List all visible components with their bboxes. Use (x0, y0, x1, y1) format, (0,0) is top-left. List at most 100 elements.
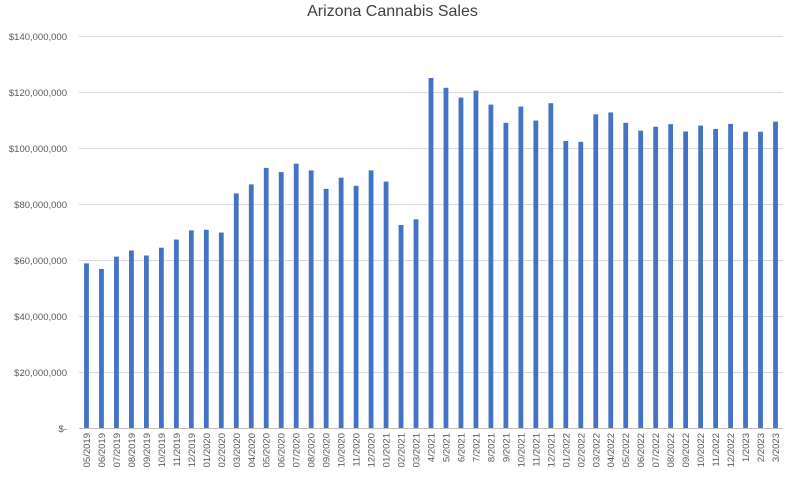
x-tick-label: 04/2020 (247, 433, 258, 467)
bar (728, 123, 733, 429)
x-tick-label: 10/2019 (157, 433, 168, 467)
x-tick-label: 01/2022 (561, 433, 572, 467)
x-tick-label: 05/2019 (82, 433, 93, 467)
bar (578, 141, 584, 428)
x-tick-label: 03/2021 (412, 433, 423, 467)
bar (698, 125, 704, 428)
bar (338, 177, 344, 428)
bar (398, 225, 404, 428)
bar (129, 250, 134, 428)
y-tick-label: $120,000,000 (9, 88, 67, 99)
x-tick-label: 7/2021 (471, 433, 482, 462)
y-tick-label: $60,000,000 (14, 256, 67, 267)
bar (518, 106, 524, 428)
x-tick-label: 08/2020 (307, 433, 318, 467)
bar (203, 229, 209, 428)
y-tick-label: $- (59, 424, 67, 435)
x-tick-label: 06/2020 (277, 433, 288, 467)
x-tick-label: 02/2021 (397, 433, 408, 467)
bar (623, 122, 629, 429)
bar (353, 185, 359, 428)
bar (173, 239, 179, 428)
y-tick-label: $140,000,000 (9, 32, 67, 43)
x-tick-label: 8/2021 (486, 433, 497, 462)
x-tick-label: 2/2023 (756, 433, 767, 462)
x-tick-label: 02/2020 (217, 433, 228, 467)
x-tick-label: 10/2021 (516, 433, 527, 467)
bar (323, 188, 329, 428)
x-tick-label: 06/2019 (97, 433, 108, 467)
bar (773, 121, 778, 429)
x-tick-label: 3/2023 (771, 433, 782, 462)
bar (293, 163, 299, 428)
x-tick-label: 07/2019 (112, 433, 123, 467)
x-tick-label: 11/2020 (352, 433, 363, 467)
bar (683, 131, 689, 429)
bar (668, 124, 674, 428)
bar (758, 131, 763, 428)
bar (713, 128, 718, 428)
x-tick-label: 12/2020 (367, 433, 378, 467)
bar (428, 78, 434, 428)
bar (563, 141, 569, 428)
x-tick-label: 05/2022 (621, 433, 632, 467)
bar (233, 193, 239, 428)
y-tick-label: $40,000,000 (14, 312, 67, 323)
x-tick-label: 10/2022 (696, 433, 707, 467)
bar (114, 256, 119, 428)
bar (653, 126, 659, 428)
bar (218, 232, 224, 428)
bar (488, 104, 494, 428)
x-tick-label: 09/2020 (322, 433, 333, 467)
x-tick-label: 12/2019 (187, 433, 198, 467)
bar (99, 268, 104, 428)
x-tick-label: 11/2021 (531, 433, 542, 467)
y-tick-label: $20,000,000 (14, 368, 67, 379)
bar (458, 97, 464, 428)
bar (473, 90, 479, 428)
bar (743, 131, 748, 428)
bar (443, 87, 449, 429)
x-tick-label: 10/2020 (337, 433, 348, 467)
bar (368, 170, 374, 428)
bar (608, 112, 614, 428)
x-tick-label: 11/2022 (711, 433, 722, 467)
y-tick-label: $80,000,000 (14, 200, 67, 211)
x-tick-label: 08/2022 (666, 433, 677, 467)
x-tick-label: 01/2021 (382, 433, 393, 467)
x-tick-label: 12/2021 (546, 433, 557, 467)
x-tick-label: 4/2021 (427, 433, 438, 462)
y-tick-label: $100,000,000 (9, 144, 67, 155)
bar (638, 130, 644, 428)
x-tick-label: 02/2022 (576, 433, 587, 467)
x-tick-label: 07/2020 (292, 433, 303, 467)
bar (278, 172, 284, 428)
bar (503, 122, 509, 429)
bar (548, 103, 554, 428)
bar (188, 230, 194, 428)
bar (533, 120, 539, 428)
chart-title: Arizona Cannabis Sales (307, 3, 478, 20)
x-tick-label: 06/2022 (636, 433, 647, 467)
x-tick-label: 01/2020 (202, 433, 213, 467)
x-tick-label: 07/2022 (651, 433, 662, 467)
x-tick-label: 5/2021 (441, 433, 452, 462)
bar (84, 263, 89, 428)
bar (308, 170, 314, 428)
bar (158, 247, 164, 428)
x-tick-label: 09/2019 (142, 433, 153, 467)
bar (413, 219, 419, 428)
bar (144, 255, 149, 428)
x-tick-label: 03/2020 (232, 433, 243, 467)
x-tick-label: 08/2019 (127, 433, 138, 467)
x-tick-label: 04/2022 (606, 433, 617, 467)
bar (248, 184, 254, 428)
x-tick-label: 09/2022 (681, 433, 692, 467)
x-tick-label: 9/2021 (501, 433, 512, 462)
bar (263, 167, 269, 428)
x-tick-label: 1/2023 (741, 433, 752, 462)
x-tick-label: 12/2022 (726, 433, 737, 467)
bar (593, 114, 599, 429)
